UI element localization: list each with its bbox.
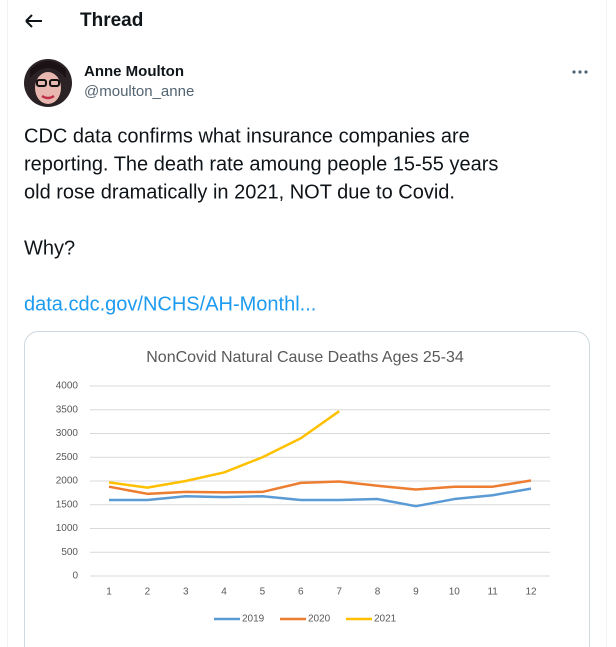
x-tick-label: 7 [336, 587, 342, 598]
author-name[interactable]: Anne Moulton [84, 63, 184, 80]
x-tick-label: 8 [375, 587, 381, 598]
more-button[interactable] [572, 70, 588, 74]
series-line [108, 410, 340, 489]
x-tick-label: 10 [449, 587, 461, 598]
y-tick-label: 1500 [56, 499, 79, 510]
media-card[interactable] [24, 331, 590, 647]
tweet-text: CDC data confirms what insurance compani… [24, 125, 470, 147]
avatar-hair [30, 61, 66, 78]
x-tick-label: 4 [221, 587, 227, 598]
y-tick-label: 0 [72, 571, 78, 582]
author-handle[interactable]: @moulton_anne [84, 83, 194, 100]
x-tick-label: 6 [298, 587, 304, 598]
x-tick-label: 1 [106, 587, 112, 598]
x-tick-label: 2 [145, 587, 151, 598]
avatar-glasses [49, 79, 60, 87]
x-tick-label: 3 [183, 587, 189, 598]
y-tick-label: 2000 [56, 476, 79, 487]
y-tick-label: 3500 [56, 404, 79, 415]
x-tick-label: 9 [413, 587, 419, 598]
header-title: Thread [80, 10, 143, 31]
tweet-text: old rose dramatically in 2021, NOT due t… [24, 181, 455, 203]
y-tick-label: 2500 [56, 452, 79, 463]
back-arrow [25, 14, 42, 28]
legend-label: 2019 [242, 614, 265, 625]
tweet-text: reporting. The death rate amoung people … [24, 153, 498, 175]
avatar[interactable] [24, 59, 72, 107]
series-line [109, 487, 532, 508]
tweet-link[interactable]: data.cdc.gov/NCHS/AH-Monthl... [24, 293, 316, 315]
y-tick-label: 4000 [56, 381, 79, 392]
legend-label: 2020 [308, 614, 331, 625]
avatar-lips [41, 94, 55, 100]
avatar-glasses [36, 79, 47, 87]
y-tick-label: 500 [61, 547, 78, 558]
dot [584, 70, 588, 74]
y-tick-label: 3000 [56, 428, 79, 439]
back-button[interactable] [25, 14, 42, 28]
x-tick-label: 12 [525, 587, 537, 598]
series-line [108, 479, 532, 496]
legend-label: 2021 [374, 614, 397, 625]
tweet-text: Why? [24, 237, 75, 259]
dot [578, 70, 582, 74]
y-tick-label: 1000 [56, 523, 79, 534]
x-tick-label: 5 [260, 587, 266, 598]
dot [572, 70, 576, 74]
chart-title: NonCovid Natural Cause Deaths Ages 25-34 [146, 349, 464, 366]
x-tick-label: 11 [487, 587, 498, 598]
